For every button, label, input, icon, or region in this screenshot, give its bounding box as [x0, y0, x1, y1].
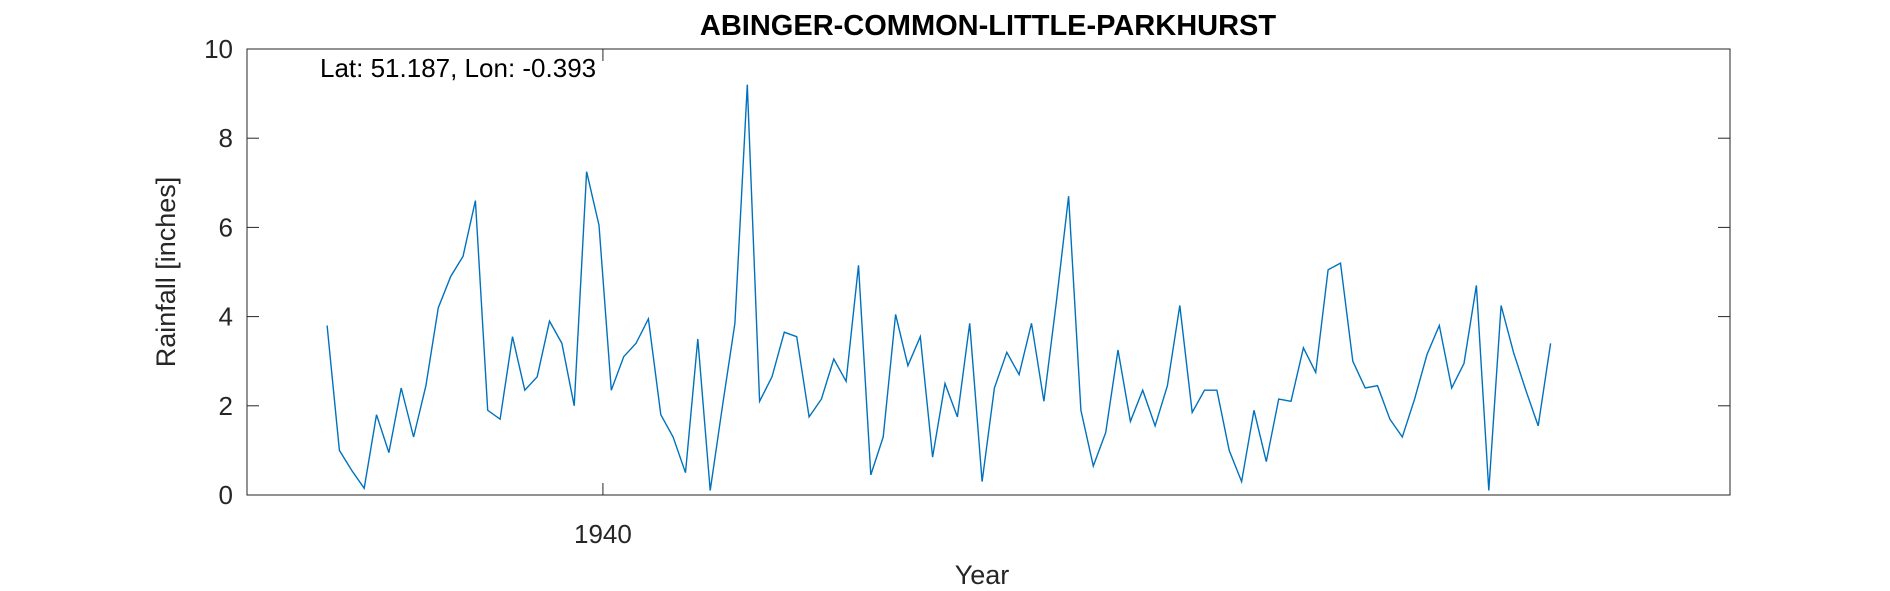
y-axis-label: Rainfall [inches] [151, 177, 181, 368]
y-tick-label: 6 [219, 212, 233, 242]
x-tick-label: 1940 [574, 519, 632, 549]
location-annotation: Lat: 51.187, Lon: -0.393 [320, 53, 596, 83]
y-tick-label: 8 [219, 123, 233, 153]
chart-title: ABINGER-COMMON-LITTLE-PARKHURST [700, 10, 1276, 42]
x-axis-label: Year [955, 560, 1010, 590]
plot-area [246, 48, 1731, 496]
y-tick-label: 2 [219, 391, 233, 421]
y-tick-label: 0 [219, 480, 233, 510]
ticks-layer: 0 2 4 6 8 10 1940 [204, 34, 1730, 549]
y-tick-label: 4 [219, 302, 233, 332]
y-tick-label: 10 [204, 34, 233, 64]
rainfall-series-line [326, 84, 1552, 491]
